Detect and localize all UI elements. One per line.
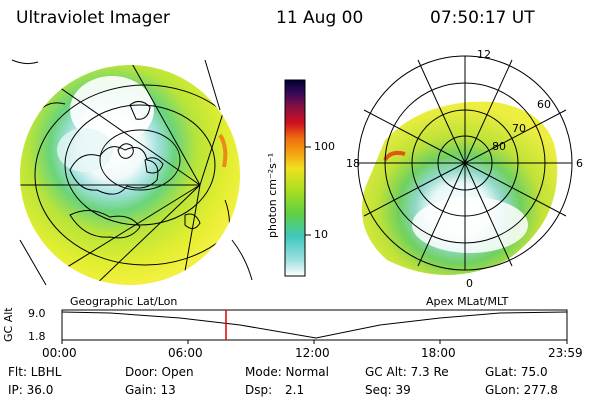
mlat-label-60: 60 <box>537 98 551 111</box>
mlt-label-6: 6 <box>576 157 583 170</box>
mlat-label-80: 80 <box>492 140 506 153</box>
alt-xtick-1800: 18:00 <box>421 346 456 360</box>
colorbar-tick-10: 10 <box>314 228 328 241</box>
colorbar-tick-100: 100 <box>314 140 335 153</box>
alt-ytick-9: 9.0 <box>28 307 46 320</box>
geographic-caption: Geographic Lat/Lon <box>70 295 178 308</box>
dsp-value: 2.1 <box>285 383 305 397</box>
seq-info: Seq: 39 <box>365 383 411 397</box>
magnetic-caption: Apex MLat/MLT <box>426 295 509 308</box>
gc-alt-info: GC Alt: 7.3 Re <box>365 365 449 379</box>
geographic-map <box>11 59 253 286</box>
dsp-label: Dsp: <box>245 383 273 397</box>
mode-info: Mode: Normal <box>245 365 329 379</box>
alt-xtick-1200: 12:00 <box>295 346 330 360</box>
alt-xtick-0000: 00:00 <box>42 346 77 360</box>
magnetic-polar-map <box>357 55 573 275</box>
date-label: 11 Aug 00 <box>276 8 364 28</box>
instrument-title: Ultraviolet Imager <box>16 8 170 28</box>
glat-info: GLat: 75.0 <box>485 365 548 379</box>
time-label: 07:50:17 UT <box>430 8 535 28</box>
alt-ytick-1-8: 1.8 <box>28 330 46 343</box>
mlt-label-0: 0 <box>466 277 473 290</box>
filter-info: Flt: LBHL <box>8 365 62 379</box>
mlt-label-12: 12 <box>477 48 491 61</box>
ip-info: IP: 36.0 <box>8 383 54 397</box>
colorbar-unit: photon cm⁻²s⁻¹ <box>266 152 279 238</box>
door-info: Door: Open <box>125 365 194 379</box>
mlt-label-18: 18 <box>346 157 360 170</box>
alt-xtick-2359: 23:59 <box>548 346 583 360</box>
mlat-label-70: 70 <box>512 122 526 135</box>
altitude-plot <box>61 309 568 344</box>
glon-info: GLon: 277.8 <box>485 383 558 397</box>
alt-ylabel: GC Alt <box>2 307 15 342</box>
gain-info: Gain: 13 <box>125 383 176 397</box>
alt-xtick-0600: 06:00 <box>168 346 203 360</box>
colorbar <box>285 80 305 276</box>
